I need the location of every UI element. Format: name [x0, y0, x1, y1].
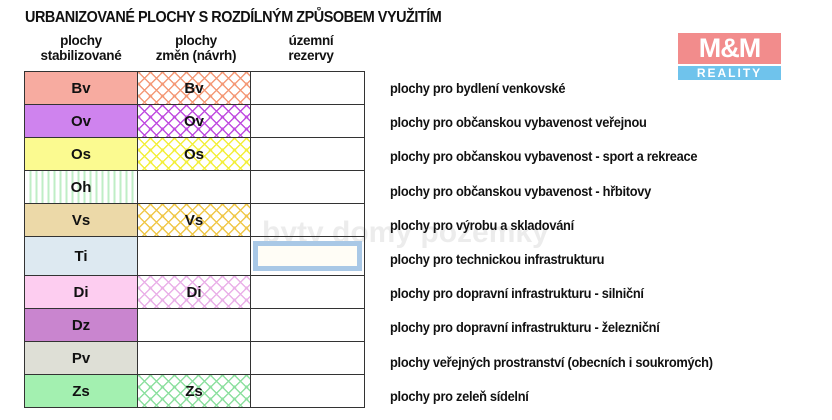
reserve-cell [250, 104, 365, 138]
reserve-cell [250, 308, 365, 342]
legend-title: URBANIZOVANÉ PLOCHY S ROZDÍLNÝM ZPŮSOBEM… [25, 9, 442, 26]
reserve-cell [250, 71, 365, 105]
reserve-cell [250, 137, 365, 171]
reserve-cell [250, 236, 365, 276]
header-reserve: územní rezervy [254, 33, 368, 63]
stable-cell: Dz [24, 308, 138, 342]
row-description: plochy pro bydlení venkovské [390, 81, 566, 96]
reserve-cell [250, 374, 365, 408]
row-description: plochy pro technickou infrastrukturu [390, 252, 605, 267]
row-description: plochy veřejných prostranství (obecních … [390, 354, 713, 370]
legend-row: Oh [24, 170, 365, 204]
legend-row: Di Di [24, 275, 365, 309]
row-description: plochy pro občanskou vybavenost veřejnou [390, 115, 647, 131]
legend-row: Ov Ov [24, 104, 365, 138]
legend-row: Dz [24, 308, 365, 342]
stable-cell: Ti [24, 236, 138, 276]
stable-cell: Pv [24, 341, 138, 375]
header-change: plochy změn (návrh) [138, 33, 254, 63]
change-cell: Vs [137, 203, 251, 237]
change-cell [137, 170, 251, 204]
logo-top: M&M [678, 33, 781, 64]
header-reserve-text: územní rezervy [288, 33, 334, 63]
stable-cell: Os [24, 137, 138, 171]
row-description: plochy pro zeleň sídelní [390, 388, 529, 404]
legend-row: Zs Zs [24, 374, 365, 408]
row-description: plochy pro občanskou vybavenost - sport … [390, 149, 698, 165]
reserve-cell [250, 203, 365, 237]
change-cell [137, 308, 251, 342]
header-change-text: plochy změn (návrh) [155, 33, 237, 63]
change-cell: Bv [137, 71, 251, 105]
header-stable: plochy stabilizované [24, 33, 138, 63]
row-description: plochy pro dopravní infrastrukturu - sil… [390, 286, 644, 302]
change-cell: Zs [137, 374, 251, 408]
stable-cell: Bv [24, 71, 138, 105]
reserve-cell [250, 341, 365, 375]
logo-bottom: REALITY [678, 66, 781, 80]
change-cell: Di [137, 275, 251, 309]
change-cell [137, 236, 251, 276]
stable-cell: Ov [24, 104, 138, 138]
stable-cell: Oh [24, 170, 138, 204]
legend-row: Os Os [24, 137, 365, 171]
legend-table: Bv Bv Ov Ov Os Os Oh Vs Vs Ti Di Di Dz Pv Zs Zs [24, 71, 365, 408]
change-cell: Ov [137, 104, 251, 138]
change-cell [137, 341, 251, 375]
reserve-cell [250, 170, 365, 204]
row-description: plochy pro dopravní infrastrukturu - žel… [390, 320, 660, 336]
change-cell: Os [137, 137, 251, 171]
row-description: plochy pro občanskou vybavenost - hřbito… [390, 183, 651, 199]
reserve-cell [250, 275, 365, 309]
legend-row: Vs Vs [24, 203, 365, 237]
header-stable-text: plochy stabilizované [40, 33, 122, 63]
stable-cell: Zs [24, 374, 138, 408]
legend-row: Pv [24, 341, 365, 375]
stable-cell: Vs [24, 203, 138, 237]
legend-row: Ti [24, 236, 365, 276]
mm-reality-logo: M&M REALITY [678, 33, 781, 81]
reserve-swatch [253, 241, 362, 271]
legend-row: Bv Bv [24, 71, 365, 105]
stable-cell: Di [24, 275, 138, 309]
row-description: plochy pro výrobu a skladování [390, 217, 574, 233]
